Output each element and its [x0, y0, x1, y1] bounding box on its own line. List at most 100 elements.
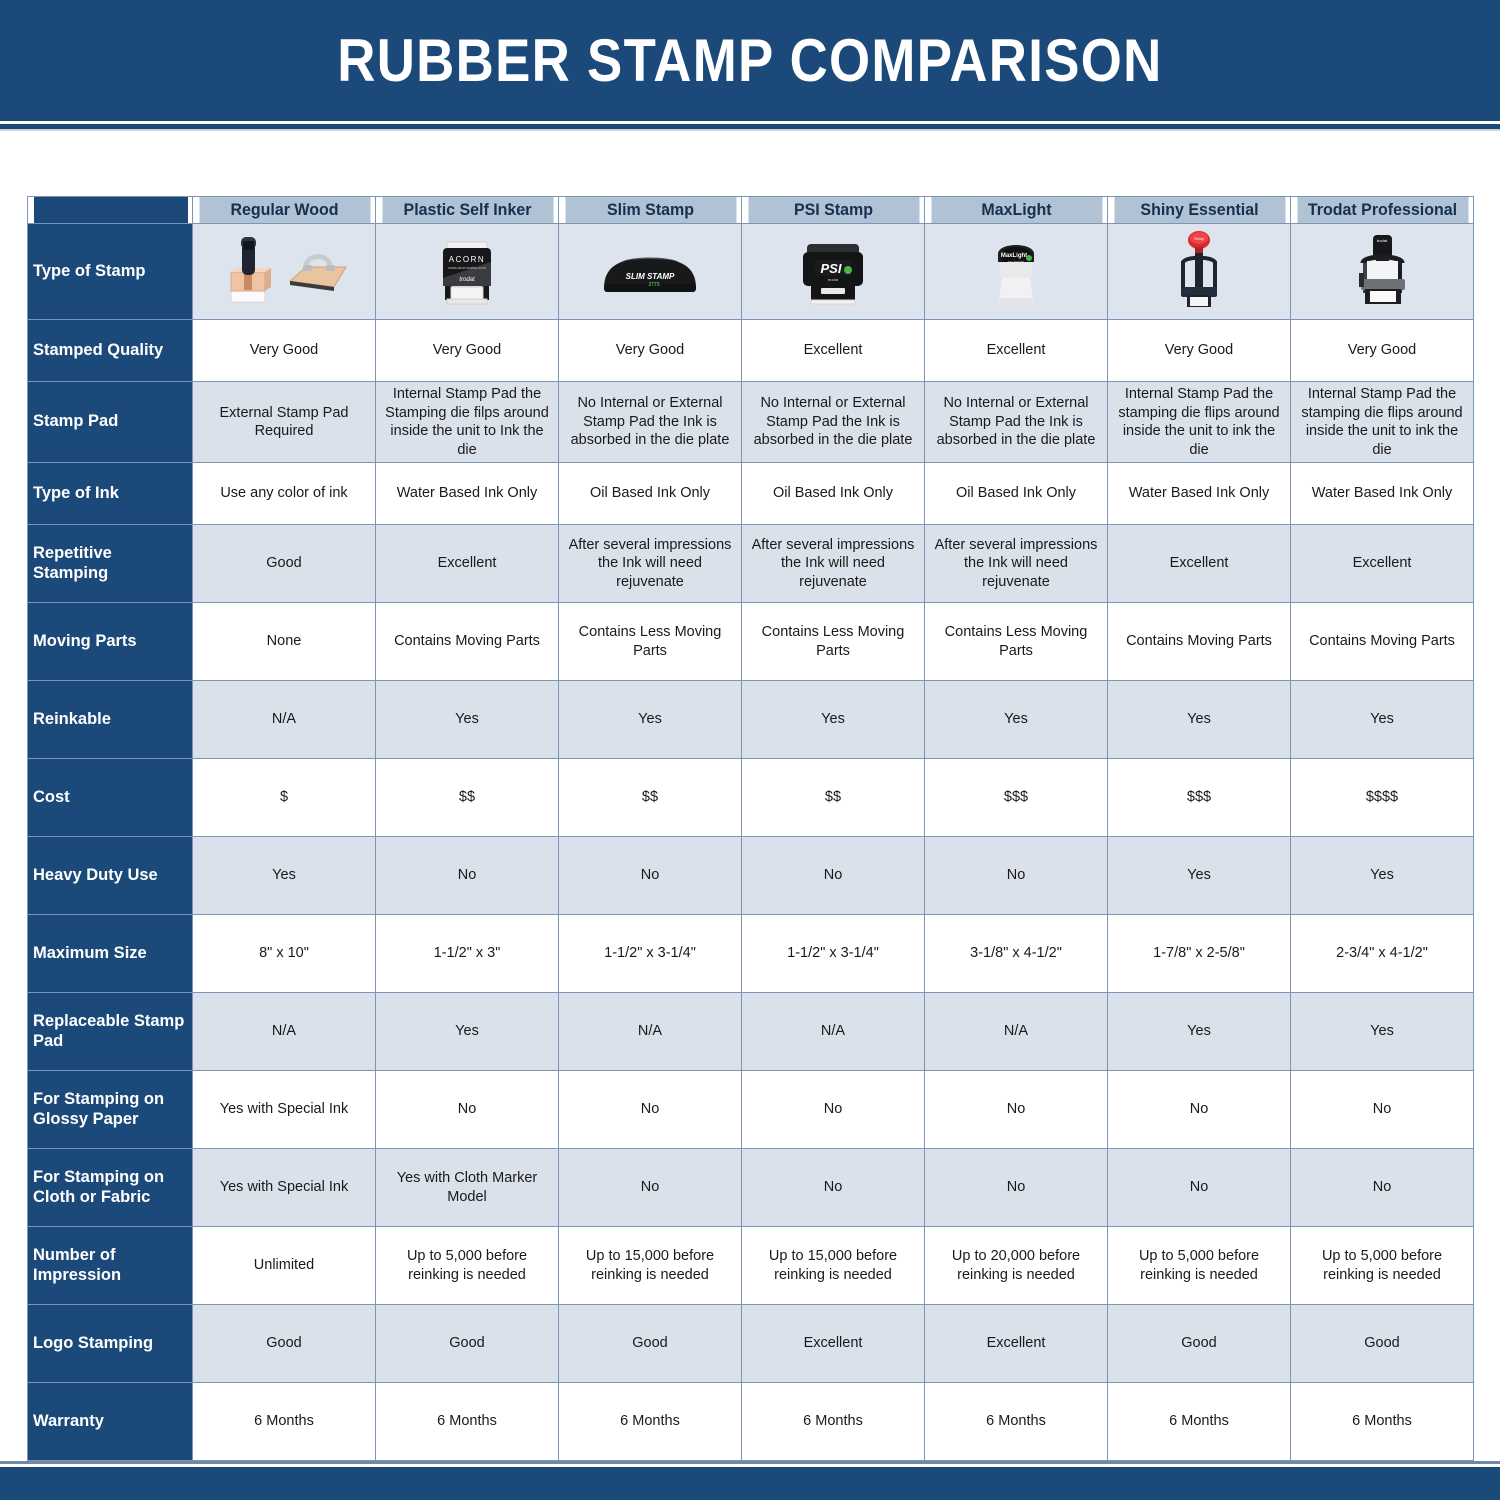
cell-reinkable-plastic-self-inker: Yes [375, 680, 559, 760]
cell-replaceable-stamp-pad-shiny-essential: Yes [1107, 992, 1291, 1072]
cell-repetitive-stamping-shiny-essential: Excellent [1107, 524, 1291, 604]
svg-text:www.acornsales.com: www.acornsales.com [448, 265, 486, 270]
table-corner-cell [31, 196, 189, 224]
svg-text:trodat: trodat [828, 277, 839, 282]
cell-type-of-ink-slim-stamp: Oil Based Ink Only [558, 462, 742, 526]
wood-stamp-icon [198, 228, 370, 316]
cell-logo-stamping-psi-stamp: Excellent [741, 1304, 925, 1384]
banner-divider-gray [0, 129, 1500, 131]
table-row: Warranty 6 Months 6 Months 6 Months 6 Mo… [27, 1382, 1474, 1462]
cell-heavy-duty-use-psi-stamp: No [741, 836, 925, 916]
cell-type-of-stamp-trodat-professional: trodat [1290, 223, 1474, 320]
table-row: Stamped Quality Very Good Very Good Very… [27, 319, 1474, 382]
cell-type-of-ink-plastic-self-inker: Water Based Ink Only [375, 462, 559, 526]
row-label-number-of-impression: Number of Impression [27, 1226, 193, 1306]
svg-text:SLIM STAMP: SLIM STAMP [626, 272, 675, 281]
cell-glossy-paper-regular-wood: Yes with Special Ink [192, 1070, 376, 1150]
cell-cloth-fabric-maxlight: No [924, 1148, 1108, 1228]
cell-stamp-pad-regular-wood: External Stamp Pad Required [192, 380, 376, 464]
table-row: Type of Stamp [27, 223, 1474, 320]
table-header-row: Regular Wood Plastic Self Inker Slim Sta… [28, 196, 1474, 224]
cell-replaceable-stamp-pad-trodat-professional: Yes [1290, 992, 1474, 1072]
cell-heavy-duty-use-slim-stamp: No [558, 836, 742, 916]
cell-maximum-size-regular-wood: 8" x 10" [192, 914, 376, 994]
cell-stamp-pad-slim-stamp: No Internal or External Stamp Pad the In… [558, 380, 742, 464]
cell-type-of-stamp-slim-stamp: SLIM STAMP 2773 [558, 223, 742, 320]
table-body: Type of Stamp [27, 223, 1474, 1462]
cell-cost-maxlight: $$$ [924, 758, 1108, 838]
footer-divider-white [0, 1464, 1500, 1467]
cell-cost-trodat-professional: $$$$ [1290, 758, 1474, 838]
cell-moving-parts-maxlight: Contains Less Moving Parts [924, 602, 1108, 682]
svg-text:ACORN: ACORN [449, 255, 485, 264]
table-row: Logo Stamping Good Good Good Excellent E… [27, 1304, 1474, 1384]
cell-cost-regular-wood: $ [192, 758, 376, 838]
cell-logo-stamping-regular-wood: Good [192, 1304, 376, 1384]
cell-maximum-size-slim-stamp: 1-1/2" x 3-1/4" [558, 914, 742, 994]
cell-cloth-fabric-psi-stamp: No [741, 1148, 925, 1228]
cell-moving-parts-trodat-professional: Contains Moving Parts [1290, 602, 1474, 682]
cell-logo-stamping-slim-stamp: Good [558, 1304, 742, 1384]
trodat-professional-stamp-icon: trodat [1296, 228, 1468, 316]
cell-number-of-impression-maxlight: Up to 20,000 before reinking is needed [924, 1226, 1108, 1306]
svg-text:Shiny: Shiny [1194, 236, 1204, 241]
maxlight-stamp-icon: MaxLight by trodat [930, 228, 1102, 316]
cell-logo-stamping-shiny-essential: Good [1107, 1304, 1291, 1384]
row-label-logo-stamping: Logo Stamping [27, 1304, 193, 1384]
cell-repetitive-stamping-maxlight: After several impressions the Ink will n… [924, 524, 1108, 604]
acorn-self-inker-icon: ACORN www.acornsales.com trodat [381, 228, 553, 316]
cell-reinkable-slim-stamp: Yes [558, 680, 742, 760]
cell-repetitive-stamping-slim-stamp: After several impressions the Ink will n… [558, 524, 742, 604]
column-header-trodat-professional: Trodat Professional [1295, 196, 1469, 224]
cell-type-of-ink-trodat-professional: Water Based Ink Only [1290, 462, 1474, 526]
cell-replaceable-stamp-pad-plastic-self-inker: Yes [375, 992, 559, 1072]
cell-maximum-size-plastic-self-inker: 1-1/2" x 3" [375, 914, 559, 994]
cell-glossy-paper-maxlight: No [924, 1070, 1108, 1150]
cell-maximum-size-shiny-essential: 1-7/8" x 2-5/8" [1107, 914, 1291, 994]
cell-stamped-quality-plastic-self-inker: Very Good [375, 319, 559, 382]
cell-type-of-ink-regular-wood: Use any color of ink [192, 462, 376, 526]
cell-warranty-shiny-essential: 6 Months [1107, 1382, 1291, 1462]
cell-replaceable-stamp-pad-regular-wood: N/A [192, 992, 376, 1072]
cell-stamped-quality-maxlight: Excellent [924, 319, 1108, 382]
cell-stamp-pad-plastic-self-inker: Internal Stamp Pad the Stamping die filp… [375, 380, 559, 464]
cell-warranty-plastic-self-inker: 6 Months [375, 1382, 559, 1462]
cell-repetitive-stamping-plastic-self-inker: Excellent [375, 524, 559, 604]
table-row: For Stamping on Glossy Paper Yes with Sp… [27, 1070, 1474, 1150]
cell-type-of-stamp-shiny-essential: Shiny [1107, 223, 1291, 320]
shiny-essential-stamp-icon: Shiny [1113, 228, 1285, 316]
cell-type-of-ink-psi-stamp: Oil Based Ink Only [741, 462, 925, 526]
banner-divider-white [0, 121, 1500, 124]
cell-type-of-stamp-psi-stamp: PSI trodat [741, 223, 925, 320]
row-label-type-of-stamp: Type of Stamp [27, 223, 193, 320]
cell-stamped-quality-slim-stamp: Very Good [558, 319, 742, 382]
row-label-cost: Cost [27, 758, 193, 838]
table-row: Repetitive Stamping Good Excellent After… [27, 524, 1474, 604]
cell-glossy-paper-trodat-professional: No [1290, 1070, 1474, 1150]
table-row: Cost $ $$ $$ $$ $$$ $$$ $$$$ [27, 758, 1474, 838]
table-row: Moving Parts None Contains Moving Parts … [27, 602, 1474, 682]
table-row: Type of Ink Use any color of ink Water B… [27, 462, 1474, 526]
table-row: For Stamping on Cloth or Fabric Yes with… [27, 1148, 1474, 1228]
cell-reinkable-maxlight: Yes [924, 680, 1108, 760]
cell-replaceable-stamp-pad-maxlight: N/A [924, 992, 1108, 1072]
cell-moving-parts-shiny-essential: Contains Moving Parts [1107, 602, 1291, 682]
column-header-regular-wood: Regular Wood [197, 196, 371, 224]
row-label-type-of-ink: Type of Ink [27, 462, 193, 526]
cell-replaceable-stamp-pad-psi-stamp: N/A [741, 992, 925, 1072]
cell-number-of-impression-psi-stamp: Up to 15,000 before reinking is needed [741, 1226, 925, 1306]
cell-heavy-duty-use-regular-wood: Yes [192, 836, 376, 916]
cell-warranty-maxlight: 6 Months [924, 1382, 1108, 1462]
cell-glossy-paper-slim-stamp: No [558, 1070, 742, 1150]
page-footer-banner [0, 1467, 1500, 1500]
cell-moving-parts-plastic-self-inker: Contains Moving Parts [375, 602, 559, 682]
psi-stamp-icon: PSI trodat [747, 228, 919, 316]
cell-maximum-size-maxlight: 3-1/8" x 4-1/2" [924, 914, 1108, 994]
slim-stamp-icon: SLIM STAMP 2773 [564, 228, 736, 316]
cell-reinkable-trodat-professional: Yes [1290, 680, 1474, 760]
cell-cost-slim-stamp: $$ [558, 758, 742, 838]
cell-logo-stamping-plastic-self-inker: Good [375, 1304, 559, 1384]
cell-moving-parts-slim-stamp: Contains Less Moving Parts [558, 602, 742, 682]
cell-cloth-fabric-regular-wood: Yes with Special Ink [192, 1148, 376, 1228]
cell-type-of-ink-shiny-essential: Water Based Ink Only [1107, 462, 1291, 526]
